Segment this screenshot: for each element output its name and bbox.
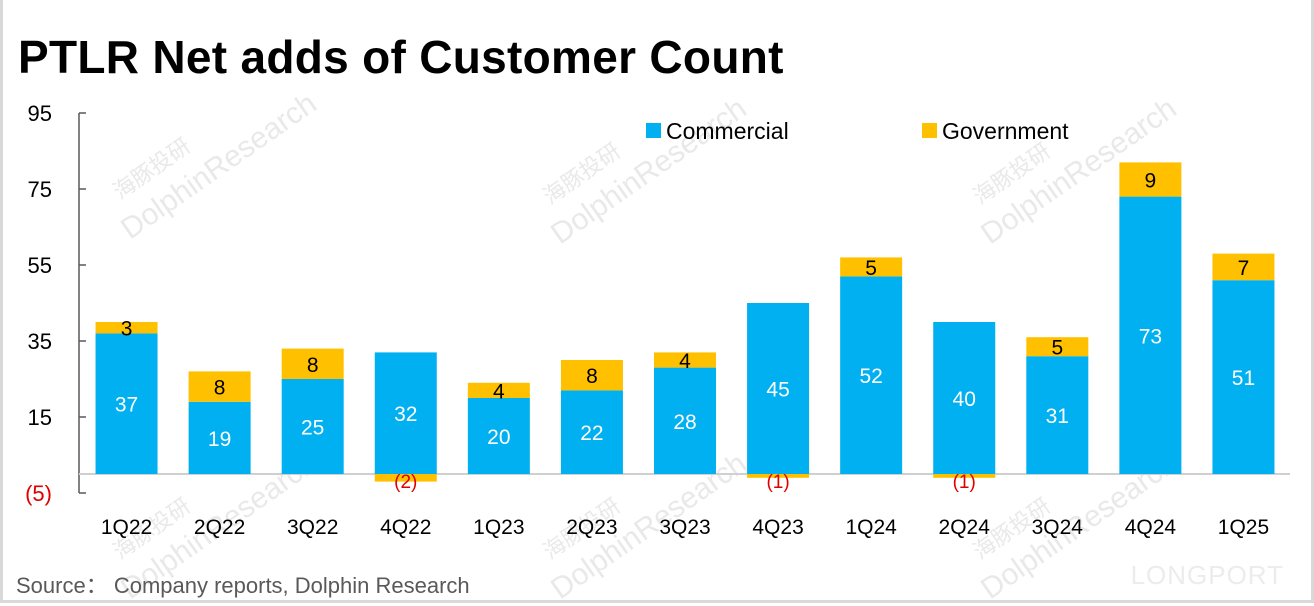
bar-government: [654, 352, 716, 368]
x-tick-label: 4Q23: [752, 516, 803, 539]
x-tick-label: 1Q22: [101, 516, 152, 539]
label-commercial: 51: [1232, 367, 1255, 390]
bar-government: [933, 474, 996, 478]
x-tick-label: 3Q24: [1032, 516, 1084, 539]
label-commercial: 31: [1046, 405, 1069, 428]
label-commercial: 73: [1139, 325, 1162, 348]
y-tick-label: 75: [28, 177, 52, 202]
label-commercial: 32: [394, 403, 417, 426]
label-government: (1): [766, 472, 789, 493]
legend: Commercial Government: [646, 118, 1069, 144]
source-note: Source： Company reports, Dolphin Researc…: [16, 573, 470, 598]
label-government: 3: [121, 318, 133, 341]
y-tick-label: (5): [25, 481, 52, 506]
bar-government: [747, 474, 810, 478]
bar-government: [1026, 337, 1089, 357]
bar-commercial: [1119, 196, 1182, 474]
chart-title: PTLR Net adds of Customer Count: [18, 31, 784, 83]
bar-commercial: [560, 390, 623, 474]
bar-commercial: [1026, 356, 1089, 474]
y-tick-label: 55: [28, 253, 52, 278]
label-government: 4: [493, 380, 505, 403]
label-government: 8: [307, 354, 319, 377]
y-tick-label: 95: [28, 101, 52, 126]
bar-government: [188, 371, 251, 402]
bar-commercial: [281, 379, 344, 474]
bar-commercial: [654, 367, 716, 474]
label-commercial: 52: [859, 365, 882, 388]
x-tick-label: 2Q23: [566, 516, 617, 539]
bar-commercial: [933, 322, 996, 474]
label-commercial: 20: [487, 426, 510, 449]
legend-label: Government: [942, 118, 1069, 144]
x-tick-label: 1Q25: [1218, 516, 1269, 539]
bar-commercial: [95, 333, 158, 474]
bars: [95, 162, 1275, 482]
x-axis-labels: 1Q22 2Q22 3Q22 4Q22 1Q23 2Q23 3Q23 4Q23 1Q24 2Q24…: [101, 516, 1269, 539]
bar-commercial: [747, 303, 810, 474]
label-commercial: 45: [766, 379, 789, 402]
label-commercial: 28: [673, 411, 696, 434]
label-government: (2): [394, 472, 417, 493]
x-tick-label: 3Q22: [287, 516, 338, 539]
bar-government: [1119, 162, 1182, 197]
legend-swatch: [922, 123, 937, 138]
bar-government: [374, 474, 437, 482]
y-tick-label: 35: [28, 329, 52, 354]
bar-government: [560, 360, 623, 391]
label-commercial: 25: [301, 417, 324, 440]
longport-watermark: LONGPORT: [1130, 560, 1284, 590]
x-tick-label: 4Q24: [1125, 516, 1177, 539]
x-tick-label: 4Q22: [380, 516, 431, 539]
bar-commercial: [1212, 280, 1275, 474]
x-tick-label: 1Q23: [473, 516, 524, 539]
label-commercial: 40: [953, 388, 976, 411]
label-government: 4: [679, 350, 691, 373]
label-commercial: 37: [115, 394, 138, 417]
bar-government: [840, 257, 903, 277]
bar-government: [467, 382, 530, 398]
bar-commercial: [374, 352, 437, 474]
x-tick-label: 2Q24: [939, 516, 991, 539]
label-government: 9: [1145, 170, 1157, 193]
bar-government: [1212, 253, 1275, 281]
label-government: (1): [953, 472, 976, 493]
bar-commercial: [467, 398, 530, 474]
y-tick-label: 15: [28, 405, 52, 430]
bar-commercial: [188, 401, 251, 474]
label-government: 5: [865, 257, 877, 280]
legend-swatch: [646, 123, 661, 138]
x-tick-label: 1Q24: [845, 516, 897, 539]
label-government: 7: [1238, 257, 1250, 280]
label-commercial: 19: [208, 428, 231, 451]
bar-commercial: [840, 276, 903, 474]
x-tick-label: 3Q23: [659, 516, 710, 539]
label-commercial: 22: [580, 422, 603, 445]
legend-label: Commercial: [666, 118, 789, 144]
bar-government: [95, 322, 158, 334]
x-tick-label: 2Q22: [194, 516, 245, 539]
label-government: 5: [1051, 337, 1063, 360]
label-government: 8: [586, 365, 598, 388]
label-government: 8: [214, 377, 226, 400]
bar-government: [281, 348, 344, 379]
